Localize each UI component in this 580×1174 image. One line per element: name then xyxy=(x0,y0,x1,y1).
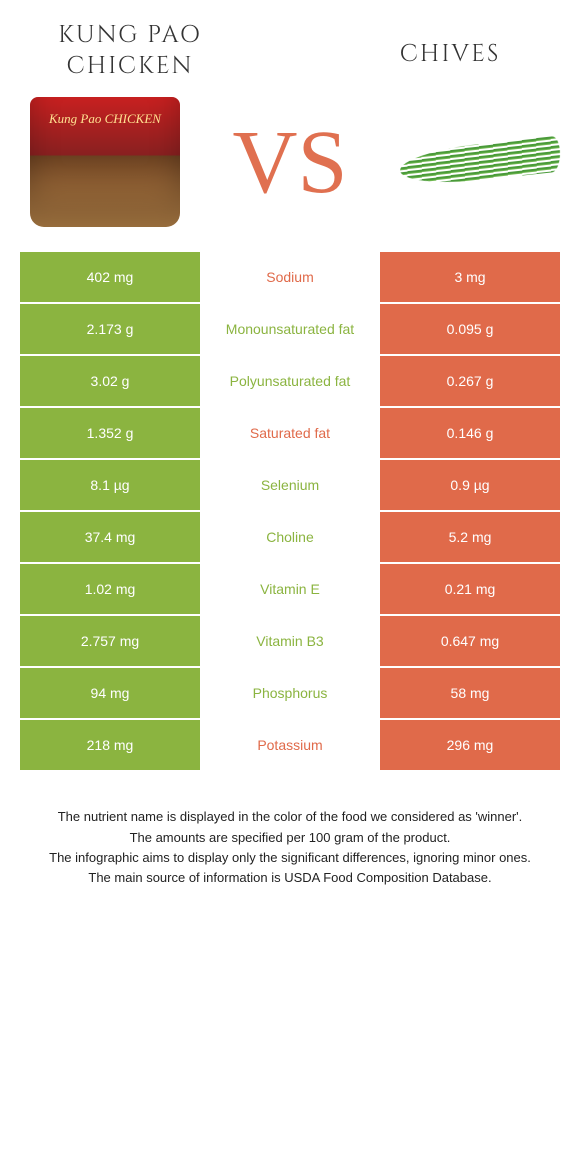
right-food-title: CHIVES xyxy=(350,38,550,70)
footnote-line: The infographic aims to display only the… xyxy=(30,848,550,868)
nutrient-name: Sodium xyxy=(200,252,380,304)
footnote-line: The amounts are specified per 100 gram o… xyxy=(30,828,550,848)
table-row: 1.352 gSaturated fat0.146 g xyxy=(20,408,560,460)
left-value: 3.02 g xyxy=(20,356,200,408)
table-row: 8.1 µgSelenium0.9 µg xyxy=(20,460,560,512)
images-row: VS xyxy=(0,82,580,252)
right-value: 5.2 mg xyxy=(380,512,560,564)
right-value: 0.146 g xyxy=(380,408,560,460)
table-row: 2.757 mgVitamin B30.647 mg xyxy=(20,616,560,668)
right-food-image xyxy=(400,97,550,227)
nutrient-name: Choline xyxy=(200,512,380,564)
left-food-title: KUNG PAO CHICKEN xyxy=(30,20,230,82)
right-value: 296 mg xyxy=(380,720,560,772)
nutrient-name: Vitamin B3 xyxy=(200,616,380,668)
left-value: 37.4 mg xyxy=(20,512,200,564)
table-row: 402 mgSodium3 mg xyxy=(20,252,560,304)
right-value: 0.21 mg xyxy=(380,564,560,616)
table-row: 3.02 gPolyunsaturated fat0.267 g xyxy=(20,356,560,408)
left-value: 1.02 mg xyxy=(20,564,200,616)
table-row: 2.173 gMonounsaturated fat0.095 g xyxy=(20,304,560,356)
nutrient-name: Selenium xyxy=(200,460,380,512)
footnotes: The nutrient name is displayed in the co… xyxy=(30,807,550,888)
right-value: 0.647 mg xyxy=(380,616,560,668)
chives-icon xyxy=(400,132,550,192)
footnote-line: The main source of information is USDA F… xyxy=(30,868,550,888)
nutrient-name: Saturated fat xyxy=(200,408,380,460)
nutrient-name: Polyunsaturated fat xyxy=(200,356,380,408)
nutrient-name: Potassium xyxy=(200,720,380,772)
left-value: 8.1 µg xyxy=(20,460,200,512)
left-value: 1.352 g xyxy=(20,408,200,460)
left-value: 218 mg xyxy=(20,720,200,772)
left-value: 402 mg xyxy=(20,252,200,304)
right-value: 58 mg xyxy=(380,668,560,720)
table-row: 94 mgPhosphorus58 mg xyxy=(20,668,560,720)
table-row: 37.4 mgCholine5.2 mg xyxy=(20,512,560,564)
nutrient-name: Phosphorus xyxy=(200,668,380,720)
left-value: 94 mg xyxy=(20,668,200,720)
nutrient-name: Vitamin E xyxy=(200,564,380,616)
vs-label: VS xyxy=(232,111,347,214)
right-value: 0.267 g xyxy=(380,356,560,408)
right-value: 3 mg xyxy=(380,252,560,304)
footnote-line: The nutrient name is displayed in the co… xyxy=(30,807,550,827)
nutrient-name: Monounsaturated fat xyxy=(200,304,380,356)
table-row: 218 mgPotassium296 mg xyxy=(20,720,560,772)
kungpao-package-icon xyxy=(30,97,180,227)
table-row: 1.02 mgVitamin E0.21 mg xyxy=(20,564,560,616)
right-value: 0.9 µg xyxy=(380,460,560,512)
right-value: 0.095 g xyxy=(380,304,560,356)
header: KUNG PAO CHICKEN CHIVES xyxy=(0,0,580,82)
left-food-image xyxy=(30,97,180,227)
nutrient-table: 402 mgSodium3 mg2.173 gMonounsaturated f… xyxy=(20,252,560,772)
left-value: 2.757 mg xyxy=(20,616,200,668)
left-value: 2.173 g xyxy=(20,304,200,356)
